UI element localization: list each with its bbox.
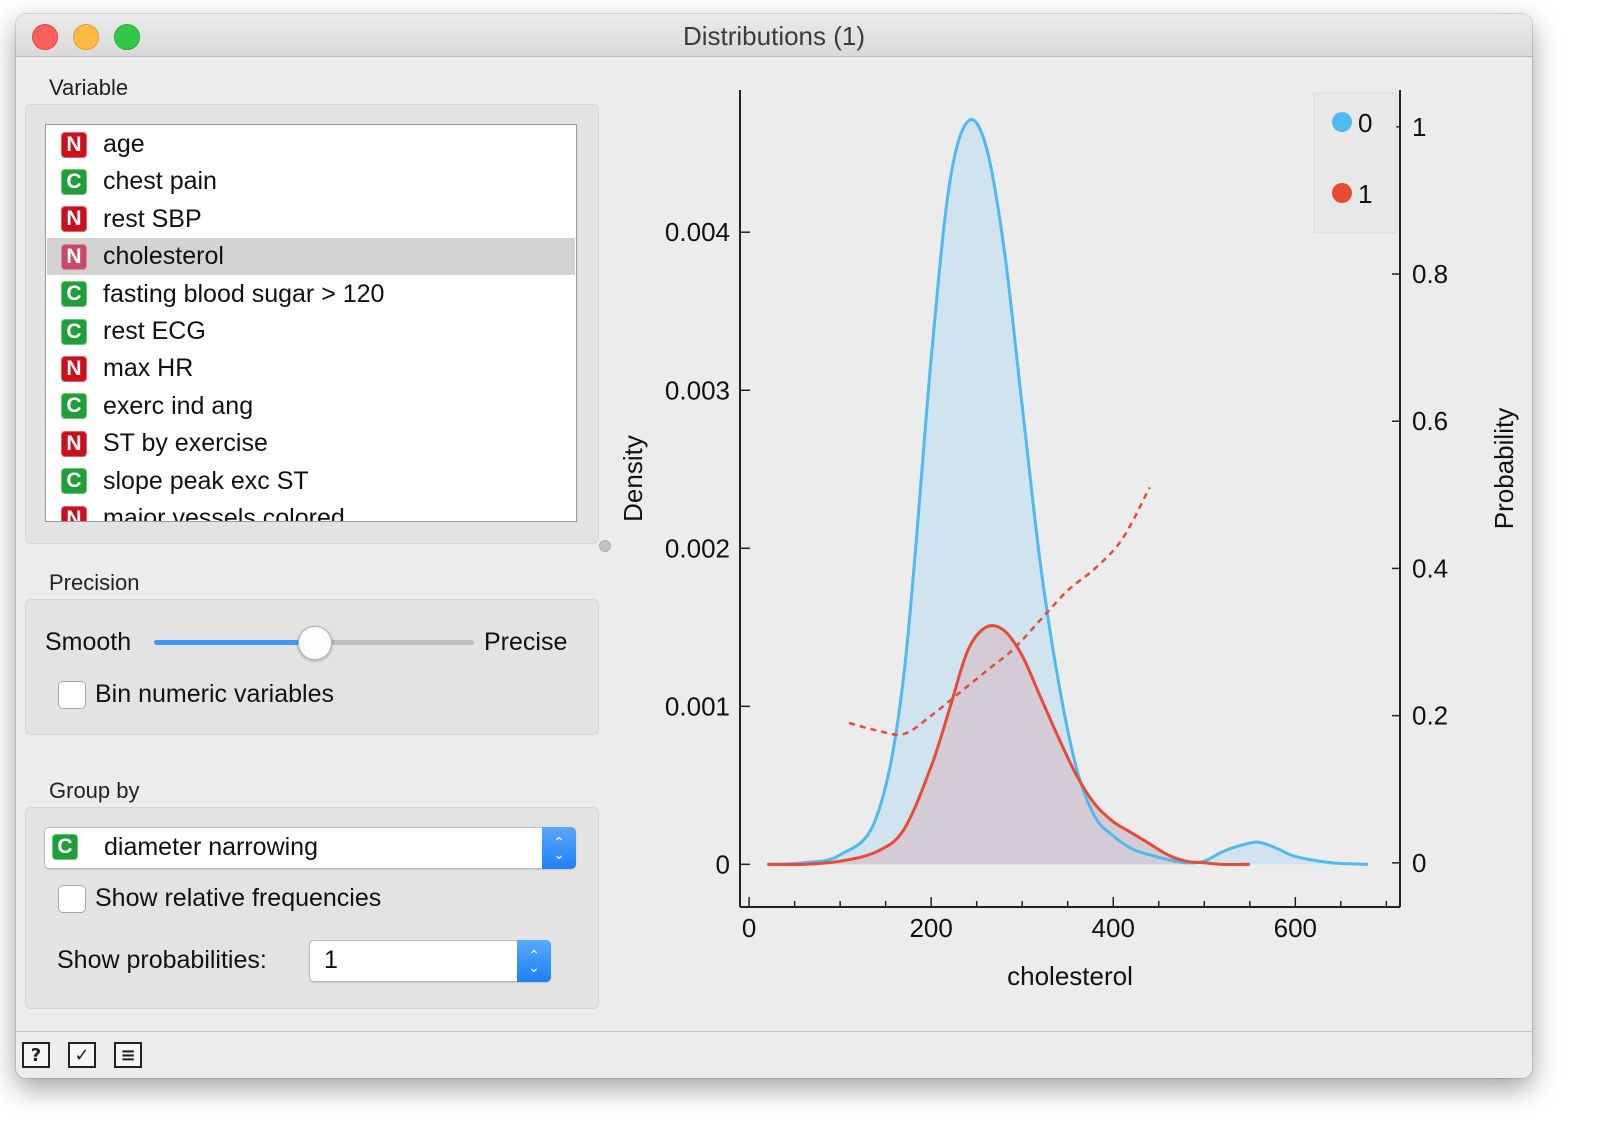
y2-tick-label: 1 [1412,112,1426,142]
legend-label: 1 [1358,179,1372,209]
y2-tick-label: 0 [1412,848,1426,878]
x-axis-label: cholesterol [1007,961,1133,991]
smooth-label: Smooth [45,628,132,656]
y2-tick-label: 0.2 [1412,701,1448,731]
help-icon[interactable]: ? [22,1042,50,1068]
numeric-type-icon: N [61,355,87,382]
window-title: Distributions (1) [682,21,866,51]
y-tick-label: 0.004 [665,217,730,247]
x-tick-label: 400 [1092,913,1135,943]
variable-list-item[interactable]: N ST by exercise [47,425,575,462]
categorical-type-icon: C [61,318,87,345]
x-tick-label: 200 [909,913,952,943]
density-fill-series-0 [767,119,1369,865]
relative-frequencies-checkbox[interactable] [58,885,86,913]
variable-name: major vessels colored [103,504,345,522]
legend-label: 0 [1358,108,1372,138]
y-axis-label: Density [618,435,648,522]
y-tick-label: 0.002 [665,533,730,563]
relative-frequencies-label: Show relative frequencies [95,884,382,912]
density-fill-series-1 [767,625,1250,865]
variable-name: rest ECG [103,317,206,345]
group-by-combobox[interactable]: C diameter narrowing ⌃ ⌄ [44,827,576,869]
combo-arrows-icon: ⌃ ⌄ [517,940,551,982]
numeric-type-icon: N [61,505,87,521]
y2-tick-label: 0.8 [1412,259,1448,289]
x-tick-label: 600 [1274,913,1317,943]
y-tick-label: 0.001 [665,691,730,721]
distribution-chart[interactable]: 0 200 400 600 0 0.001 0.002 0.003 0.004 0 0.2 0.4 0.… [600,62,1532,1002]
density-line-series-1 [767,624,1250,867]
y2-axis-label: Probability [1489,408,1519,529]
variable-name: ST by exercise [103,429,268,458]
variable-name: cholesterol [103,242,224,271]
categorical-type-icon: C [61,281,87,308]
precision-slider-handle[interactable] [298,626,332,660]
numeric-type-icon: N [61,430,87,457]
legend-marker-1 [1332,183,1352,203]
categorical-type-icon: C [61,393,87,420]
categorical-type-icon: C [52,834,78,860]
density-line-series-0 [767,118,1369,866]
group-by-label: Group by [49,778,140,803]
precision-slider-fill [154,640,314,645]
minimize-window-button[interactable] [73,24,99,50]
variable-name: rest SBP [103,204,202,233]
save-graph-icon[interactable]: ≡ [114,1042,142,1068]
variable-name: fasting blood sugar > 120 [103,279,385,308]
show-probabilities-label: Show probabilities: [57,946,267,974]
bin-numeric-label: Bin numeric variables [95,680,334,708]
y-tick-label: 0 [716,849,730,879]
precise-label: Precise [484,628,568,656]
chart-legend[interactable] [1313,92,1397,234]
close-window-button[interactable] [32,24,58,50]
variable-name: chest pain [103,167,217,196]
show-probabilities-value: 1 [324,946,338,974]
y-tick-label: 0.003 [665,375,730,405]
show-probabilities-combobox[interactable]: 1 ⌃ ⌄ [309,940,551,982]
categorical-type-icon: C [61,168,87,195]
y2-tick-label: 0.6 [1412,406,1448,436]
probability-line-series-1 [848,486,1151,736]
variable-name: slope peak exc ST [103,466,309,495]
variable-name: max HR [103,354,194,383]
numeric-type-icon: N [61,243,87,270]
x-tick-label: 0 [742,913,756,943]
title-bar: Distributions (1) [16,14,1532,57]
y2-tick-label: 0.4 [1412,553,1448,583]
numeric-type-icon: N [61,206,87,233]
numeric-type-icon: N [61,131,87,158]
precision-group-label: Precision [49,570,140,595]
categorical-type-icon: C [61,468,87,495]
bin-numeric-checkbox[interactable] [58,681,86,709]
precision-groupbox [25,599,599,735]
zoom-window-button[interactable] [114,24,140,50]
variable-group-label: Variable [49,75,129,100]
variable-name: age [103,130,145,158]
combo-arrows-icon: ⌃ ⌄ [542,827,576,869]
legend-marker-0 [1332,112,1352,132]
variable-name: exerc ind ang [103,391,254,420]
group-by-selected-value: diameter narrowing [104,833,318,861]
splitter-handle[interactable] [599,540,611,552]
report-icon[interactable]: ✓ [68,1042,96,1068]
status-bar: ? ✓ ≡ [16,1031,1532,1078]
